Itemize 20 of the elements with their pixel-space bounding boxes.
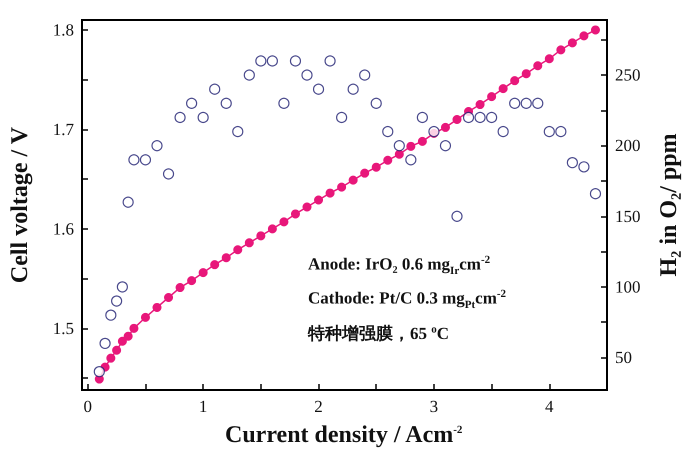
annotation: 特种增强膜，65 $^{o}$C [308,322,450,345]
annotation: Anode: IrO₂ 0.6 mg$_{Ir}$cm$^{-2}$ [308,254,490,278]
y2-tick-label: 250 [615,66,640,85]
x-tick-label: 1 [198,397,208,416]
x-tick-label: 0 [84,397,92,416]
y2-tick-label: 150 [615,206,640,226]
x-tick-label: 2 [314,397,323,416]
y2-tick-label: 100 [615,277,640,296]
y-axis-title: Cell voltage / V [7,126,33,284]
y-tick-label: 1.6 [52,219,74,238]
y-tick-label: 1.5 [52,318,74,338]
annotation: Cathode: Pt/C 0.3 mg$_{Pt}$cm$^{-2}$ [308,288,506,312]
x-tick-label: 4 [545,397,554,416]
y2-axis-title: H₂ in O₂/ ppm [656,133,682,277]
y-tick-label: 1.7 [52,120,74,139]
y-tick-label: 1.8 [52,20,74,40]
x-axis-title: Current density / Acm$^{-2}$ [225,422,462,449]
x-tick-label: 3 [430,397,438,416]
y2-tick-label: 200 [615,136,640,156]
y2-tick-label: 50 [615,348,632,368]
